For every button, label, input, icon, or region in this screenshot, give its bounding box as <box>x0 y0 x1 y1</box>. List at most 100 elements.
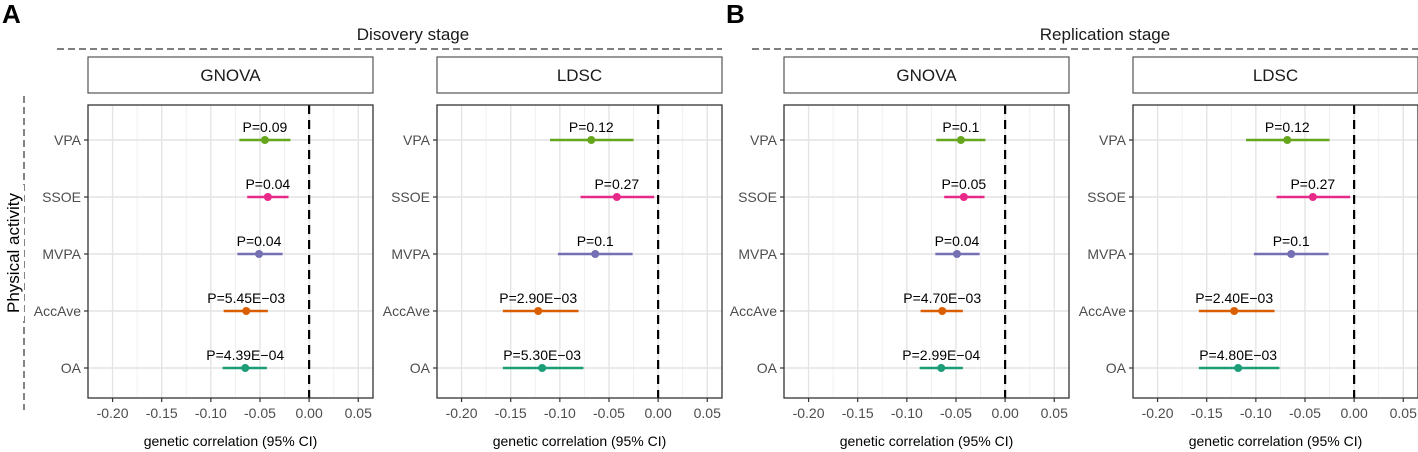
panel-4: LDSC P=0.12 P=0.27 P=0.1 P=2.40E−03 P=4.80E−0… <box>1079 56 1418 449</box>
p-value-label-oa: P=2.99E−04 <box>902 347 980 363</box>
p-value-label-accave: P=4.70E−03 <box>903 290 981 306</box>
strip-box <box>783 56 1070 94</box>
x-tick-label: -0.20 <box>1142 405 1174 421</box>
x-axis-title: genetic correlation (95% CI) <box>1189 433 1363 449</box>
p-value-label-oa: P=5.30E−03 <box>503 347 581 363</box>
point-mvpa <box>255 250 263 258</box>
x-tick-label: 0.05 <box>1390 405 1417 421</box>
x-axis-title: genetic correlation (95% CI) <box>144 433 318 449</box>
x-tick-label: -0.15 <box>495 405 527 421</box>
x-tick-label: 0.05 <box>345 405 372 421</box>
x-tick-label: -0.05 <box>940 405 972 421</box>
strip-label: GNOVA <box>896 66 957 85</box>
point-accave <box>534 307 543 315</box>
panel-border <box>87 104 374 399</box>
p-value-label-accave: P=5.45E−03 <box>207 290 285 306</box>
y-tick-label-vpa: VPA <box>1099 132 1127 148</box>
x-tick-label: -0.10 <box>891 405 923 421</box>
x-tick-label: 0.00 <box>1340 405 1367 421</box>
x-tick-label: 0.00 <box>991 405 1018 421</box>
point-mvpa <box>591 250 600 258</box>
point-oa <box>937 364 946 372</box>
y-tick-label-vpa: VPA <box>54 132 82 148</box>
p-value-label-mvpa: P=0.04 <box>237 233 282 249</box>
plot-background <box>88 105 373 398</box>
y-tick-label-oa: OA <box>1106 360 1127 376</box>
x-tick-label: 0.05 <box>694 405 721 421</box>
x-axis-title: genetic correlation (95% CI) <box>493 433 667 449</box>
p-value-label-accave: P=2.90E−03 <box>499 290 577 306</box>
panels: GNOVA P=0.09 P=0.04 P=0.04 P=5.45E−03 P=4.39E… <box>34 56 1418 449</box>
panel-border <box>436 104 723 399</box>
y-tick-label-accave: AccAve <box>1079 303 1126 319</box>
x-tick-label: -0.20 <box>446 405 478 421</box>
x-tick-label: -0.20 <box>97 405 129 421</box>
stage-title-discovery: Disovery stage <box>357 25 469 44</box>
p-value-label-oa: P=4.39E−04 <box>206 347 284 363</box>
panel-border <box>783 104 1070 399</box>
x-tick-label: 0.00 <box>644 405 671 421</box>
y-tick-label-vpa: VPA <box>750 132 778 148</box>
x-tick-label: -0.05 <box>593 405 625 421</box>
point-oa <box>241 364 250 372</box>
point-accave <box>242 307 251 315</box>
y-axis-label-bg <box>2 185 24 321</box>
x-tick-label: -0.15 <box>842 405 874 421</box>
y-tick-label-ssoe: SSOE <box>738 189 777 205</box>
point-vpa <box>587 136 596 144</box>
p-value-label-ssoe: P=0.27 <box>594 176 639 192</box>
point-mvpa <box>952 250 961 258</box>
y-tick-label-mvpa: MVPA <box>738 246 777 262</box>
y-tick-label-oa: OA <box>61 360 82 376</box>
x-tick-label: -0.10 <box>195 405 227 421</box>
p-value-label-vpa: P=0.1 <box>942 119 979 135</box>
point-ssoe <box>612 193 621 201</box>
point-oa <box>538 364 547 372</box>
strip-label: LDSC <box>557 66 602 85</box>
x-tick-label: -0.05 <box>244 405 276 421</box>
strip-box <box>87 56 374 94</box>
p-value-label-ssoe: P=0.27 <box>1290 176 1335 192</box>
x-tick-label: -0.05 <box>1289 405 1321 421</box>
y-tick-label-oa: OA <box>410 360 431 376</box>
plot-background <box>437 105 722 398</box>
x-axis-title: genetic correlation (95% CI) <box>840 433 1014 449</box>
plot-background <box>1133 105 1418 398</box>
y-tick-label-accave: AccAve <box>34 303 81 319</box>
x-tick-label: -0.20 <box>793 405 825 421</box>
y-tick-label-oa: OA <box>757 360 778 376</box>
panel-letter-b: B <box>726 0 745 29</box>
point-ssoe <box>263 193 272 201</box>
x-tick-label: -0.15 <box>146 405 178 421</box>
p-value-label-ssoe: P=0.05 <box>941 176 986 192</box>
point-accave <box>1230 307 1239 315</box>
y-tick-label-mvpa: MVPA <box>391 246 430 262</box>
strip-label: LDSC <box>1253 66 1298 85</box>
x-tick-label: -0.10 <box>1240 405 1272 421</box>
point-accave <box>938 307 947 315</box>
p-value-label-accave: P=2.40E−03 <box>1195 290 1273 306</box>
y-tick-label-accave: AccAve <box>383 303 430 319</box>
p-value-label-mvpa: P=0.1 <box>1273 233 1310 249</box>
p-value-label-ssoe: P=0.04 <box>245 176 290 192</box>
point-vpa <box>260 136 269 144</box>
point-ssoe <box>959 193 968 201</box>
strip-box <box>1132 56 1418 94</box>
y-axis-label: Physical activity <box>4 193 23 313</box>
p-value-label-mvpa: P=0.04 <box>935 233 980 249</box>
point-vpa <box>956 136 965 144</box>
panel-3: GNOVA P=0.1 P=0.05 P=0.04 P=4.70E−03 P=2.99E−… <box>730 56 1070 449</box>
y-tick-label-accave: AccAve <box>730 303 777 319</box>
point-ssoe <box>1308 193 1317 201</box>
panel-2: LDSC P=0.12 P=0.27 P=0.1 P=2.90E−03 P=5.30E−0… <box>383 56 723 449</box>
point-vpa <box>1283 136 1292 144</box>
x-tick-label: -0.10 <box>544 405 576 421</box>
y-tick-label-ssoe: SSOE <box>391 189 430 205</box>
p-value-label-vpa: P=0.09 <box>243 119 288 135</box>
p-value-label-mvpa: P=0.1 <box>577 233 614 249</box>
panel-letter-a: A <box>2 0 21 29</box>
stage-title-replication: Replication stage <box>1040 25 1170 44</box>
plot-background <box>784 105 1069 398</box>
y-tick-label-mvpa: MVPA <box>1087 246 1126 262</box>
